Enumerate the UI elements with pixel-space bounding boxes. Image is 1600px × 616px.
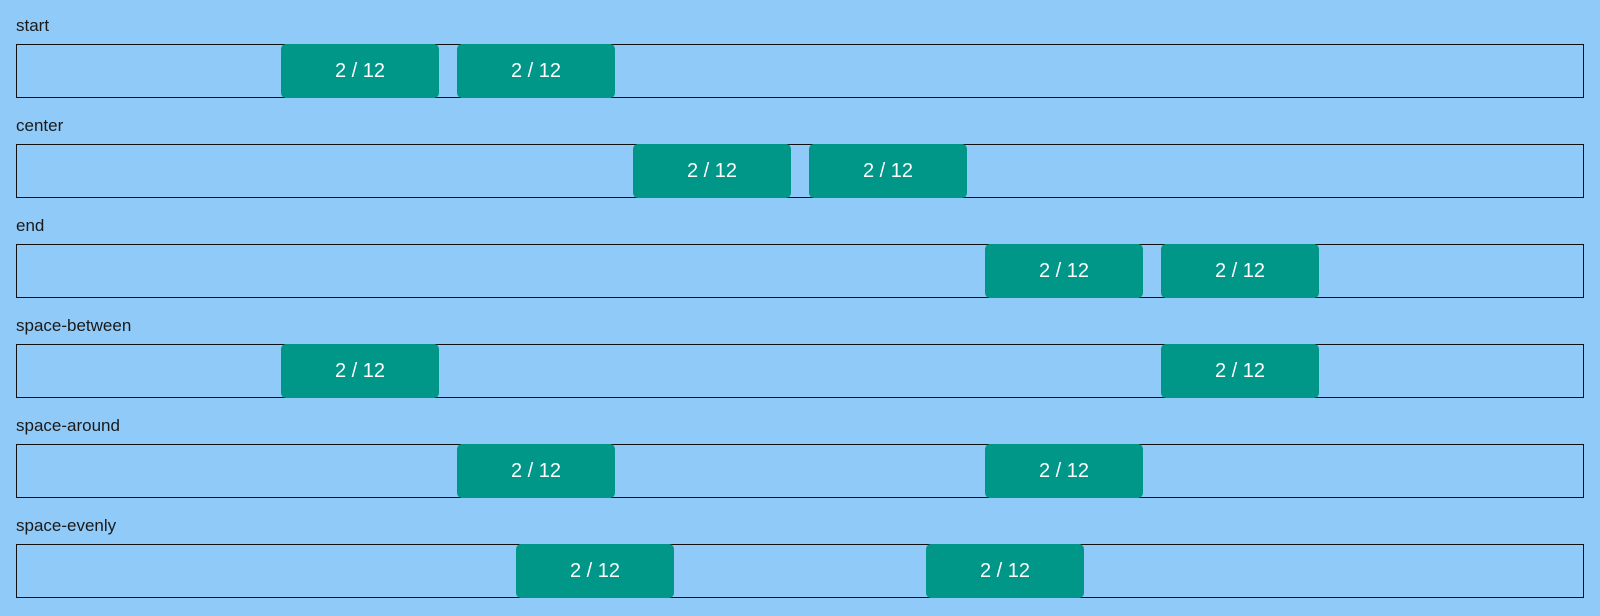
grid-cell: 2 / 12	[1161, 244, 1319, 298]
grid-cell: 2 / 12	[633, 144, 791, 198]
grid-cell: 2 / 12	[281, 44, 439, 98]
grid-cell: 2 / 12	[926, 544, 1084, 598]
section-label: space-evenly	[16, 516, 117, 535]
grid-row: 2 / 12 2 / 12	[16, 544, 1584, 598]
grid-row: 2 / 12 2 / 12	[16, 344, 1584, 398]
grid-row: 2 / 12 2 / 12	[16, 144, 1584, 198]
grid-cell: 2 / 12	[985, 444, 1143, 498]
grid-cell: 2 / 12	[281, 344, 439, 398]
section-label: center	[16, 116, 64, 135]
grid-cell: 2 / 12	[809, 144, 967, 198]
grid-row: 2 / 12 2 / 12	[16, 244, 1584, 298]
grid-row: 2 / 12 2 / 12	[16, 44, 1584, 98]
grid-cell: 2 / 12	[516, 544, 674, 598]
grid-cell: 2 / 12	[457, 444, 615, 498]
section-label: start	[16, 16, 50, 35]
grid-cell: 2 / 12	[457, 44, 615, 98]
grid-cell: 2 / 12	[1161, 344, 1319, 398]
grid-cell: 2 / 12	[985, 244, 1143, 298]
section-label: end	[16, 216, 45, 235]
section-label: space-around	[16, 416, 120, 435]
grid-row: 2 / 12 2 / 12	[16, 444, 1584, 498]
section-label: space-between	[16, 316, 132, 335]
